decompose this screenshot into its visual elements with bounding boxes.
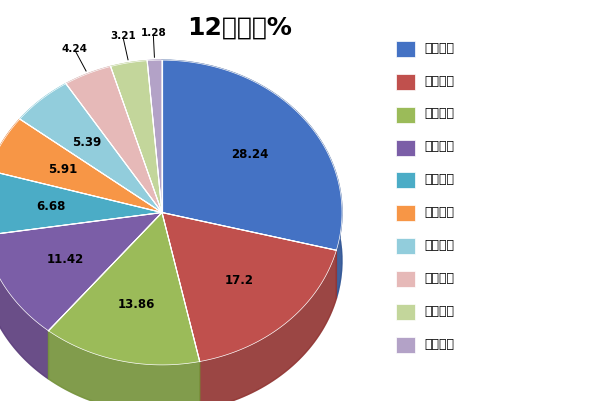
Text: 6.68: 6.68 [36, 200, 65, 213]
Text: 1.28: 1.28 [140, 28, 166, 38]
Polygon shape [162, 60, 342, 298]
FancyBboxPatch shape [396, 107, 415, 123]
Ellipse shape [0, 108, 342, 401]
FancyBboxPatch shape [396, 271, 415, 287]
Polygon shape [162, 213, 337, 362]
Polygon shape [49, 331, 200, 401]
Polygon shape [110, 61, 147, 115]
Text: 河南得力: 河南得力 [425, 272, 455, 285]
Polygon shape [66, 67, 110, 132]
Polygon shape [20, 84, 66, 167]
FancyBboxPatch shape [396, 41, 415, 57]
Text: 东风汽车: 东风汽车 [425, 75, 455, 87]
Text: 厦门金龙: 厦门金龙 [425, 239, 455, 252]
Text: 17.2: 17.2 [225, 274, 254, 287]
Text: 南京金龙: 南京金龙 [425, 107, 455, 120]
Polygon shape [147, 60, 162, 213]
Text: 宇通集团: 宇通集团 [425, 42, 455, 55]
Text: 徐工重卡: 徐工重卡 [425, 206, 455, 219]
Polygon shape [0, 213, 162, 331]
Text: 佛山飞驰: 佛山飞驰 [425, 140, 455, 153]
Polygon shape [0, 170, 162, 235]
Polygon shape [0, 235, 49, 379]
Text: 12月占比%: 12月占比% [188, 16, 292, 40]
Polygon shape [0, 119, 20, 219]
FancyBboxPatch shape [396, 140, 415, 156]
Text: 一汽解放: 一汽解放 [425, 173, 455, 186]
FancyBboxPatch shape [396, 337, 415, 353]
Polygon shape [49, 213, 200, 365]
FancyBboxPatch shape [396, 74, 415, 90]
Polygon shape [200, 250, 337, 401]
Text: 13.86: 13.86 [117, 298, 155, 311]
Text: 4.24: 4.24 [61, 44, 87, 54]
FancyBboxPatch shape [396, 172, 415, 188]
FancyBboxPatch shape [396, 304, 415, 320]
Text: 3.21: 3.21 [110, 31, 136, 41]
Polygon shape [66, 67, 162, 213]
Text: 福田汽车: 福田汽车 [425, 305, 455, 318]
Text: 5.91: 5.91 [48, 163, 77, 176]
Text: 11.42: 11.42 [47, 253, 84, 266]
Text: 28.24: 28.24 [232, 148, 269, 161]
Polygon shape [0, 119, 162, 213]
Polygon shape [110, 61, 162, 213]
Polygon shape [147, 60, 162, 109]
Polygon shape [162, 60, 342, 250]
Polygon shape [20, 84, 162, 213]
Text: 上汽红岩: 上汽红岩 [425, 338, 455, 350]
Text: 5.39: 5.39 [73, 136, 101, 149]
FancyBboxPatch shape [396, 205, 415, 221]
FancyBboxPatch shape [396, 238, 415, 254]
